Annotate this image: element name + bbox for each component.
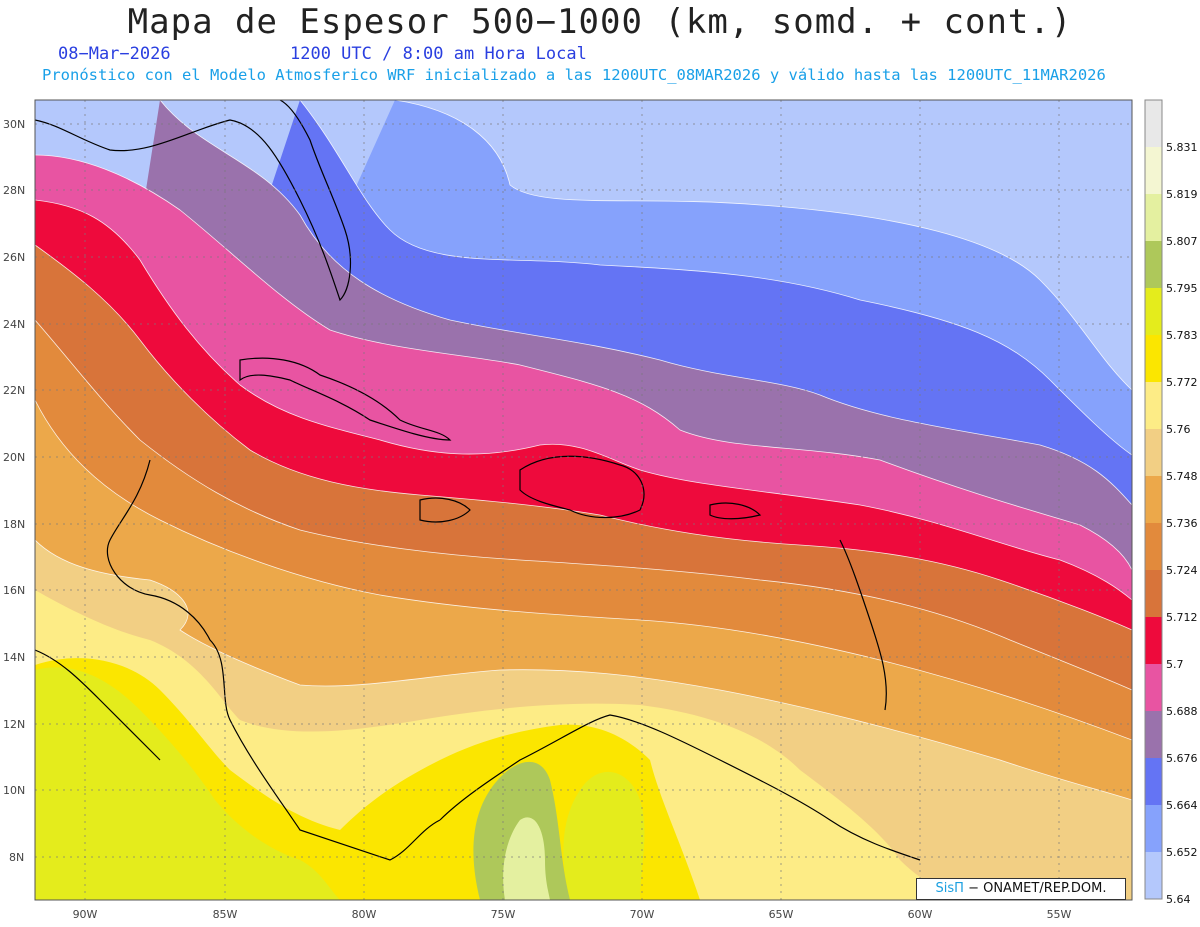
forecast-date: 08−Mar−2026	[58, 44, 171, 64]
legend-label: 5.831	[1166, 141, 1198, 154]
legend-label: 5.676	[1166, 752, 1198, 765]
legend-swatch	[1145, 711, 1162, 758]
lat-label: 10N	[3, 784, 25, 797]
legend-label: 5.748	[1166, 470, 1198, 483]
lat-label: 24N	[3, 318, 25, 331]
credit-brand: SisΠ	[935, 881, 964, 896]
legend-label: 5.7	[1166, 658, 1184, 671]
lon-label: 85W	[213, 908, 238, 921]
legend-swatch	[1145, 241, 1162, 288]
legend-frame	[1144, 99, 1163, 900]
credit-box: SisΠ − ONAMET/REP.DOM.	[916, 878, 1126, 900]
legend-swatch	[1145, 617, 1162, 664]
legend-swatch	[1145, 335, 1162, 382]
lat-label: 12N	[3, 718, 25, 731]
credit-text: − ONAMET/REP.DOM.	[963, 881, 1107, 896]
lon-axis: 90W 85W 80W 75W 70W 65W 60W 55W	[73, 908, 1072, 921]
lon-label: 90W	[73, 908, 98, 921]
lon-label: 80W	[352, 908, 377, 921]
lat-label: 30N	[3, 118, 25, 131]
legend-label: 5.76	[1166, 423, 1191, 436]
lon-label: 65W	[769, 908, 794, 921]
legend-label: 5.819	[1166, 188, 1198, 201]
lat-label: 22N	[3, 384, 25, 397]
legend-swatch	[1145, 429, 1162, 476]
legend-label: 5.688	[1166, 705, 1198, 718]
legend-swatch	[1145, 382, 1162, 429]
legend-label: 5.724	[1166, 564, 1198, 577]
lat-axis: 30N 28N 26N 24N 22N 20N 18N 16N 14N 12N …	[3, 118, 25, 864]
lat-label: 18N	[3, 518, 25, 531]
lat-label: 20N	[3, 451, 25, 464]
lat-label: 28N	[3, 184, 25, 197]
legend-label: 5.795	[1166, 282, 1198, 295]
legend-swatch	[1145, 758, 1162, 805]
legend-swatch	[1145, 852, 1162, 899]
legend-swatch	[1145, 805, 1162, 852]
lon-label: 70W	[630, 908, 655, 921]
coastlines	[35, 100, 921, 861]
lat-label: 26N	[3, 251, 25, 264]
lat-label: 14N	[3, 651, 25, 664]
legend-label: 5.807	[1166, 235, 1198, 248]
legend-label: 5.712	[1166, 611, 1198, 624]
legend-label: 5.783	[1166, 329, 1198, 342]
legend-label: 5.652	[1166, 846, 1198, 859]
legend-swatch	[1145, 664, 1162, 711]
legend-swatch	[1145, 476, 1162, 523]
legend-label: 5.64	[1166, 893, 1191, 906]
lat-label: 8N	[9, 851, 24, 864]
legend-label: 5.664	[1166, 799, 1198, 812]
legend-swatch	[1145, 194, 1162, 241]
lat-label: 16N	[3, 584, 25, 597]
legend-swatch	[1145, 100, 1162, 147]
forecast-time: 1200 UTC / 8:00 am Hora Local	[290, 44, 587, 64]
map-title: Mapa de Espesor 500−1000 (km, somd. + co…	[127, 2, 1073, 42]
lon-label: 75W	[491, 908, 516, 921]
thickness-legend: 5.831 5.819 5.807 5.795 5.783 5.772 5.76 5.748 5…	[1144, 99, 1198, 906]
legend-swatch	[1145, 147, 1162, 194]
thickness-bands	[35, 100, 1132, 900]
lon-label: 55W	[1047, 908, 1072, 921]
lon-label: 60W	[908, 908, 933, 921]
legend-label: 5.736	[1166, 517, 1198, 530]
legend-swatch	[1145, 288, 1162, 335]
legend-label: 5.772	[1166, 376, 1198, 389]
legend-swatch	[1145, 570, 1162, 617]
legend-swatch	[1145, 523, 1162, 570]
forecast-subtitle: Pronóstico con el Modelo Atmosferico WRF…	[42, 66, 1106, 84]
